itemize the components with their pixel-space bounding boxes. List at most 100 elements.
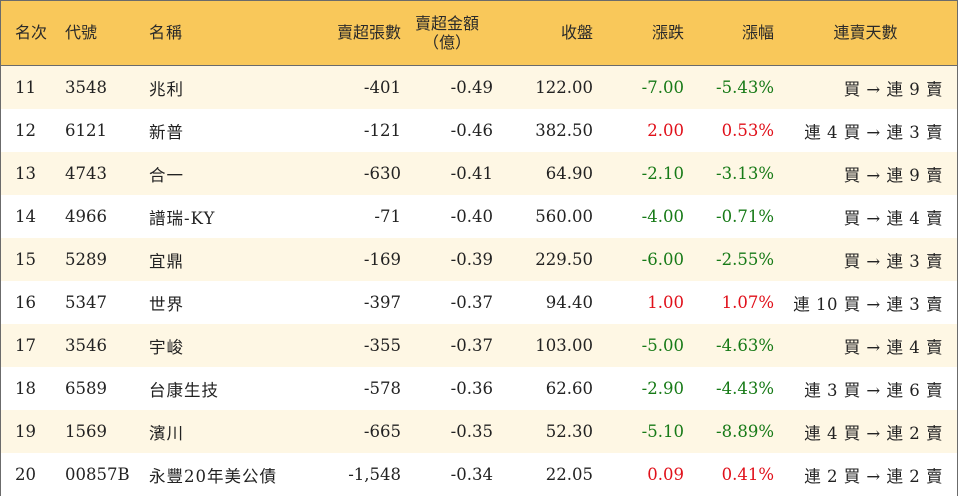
cell-net-sell-lots: -1,548 <box>313 453 401 496</box>
header-name: 名稱 <box>143 1 313 66</box>
table-row: 11 3548 兆利 -401 -0.49 122.00 -7.00 -5.43% 買 → 連 … <box>1 65 957 109</box>
header-net-sell-amount: 賣超金額 （億） <box>401 1 503 66</box>
cell-streak: 連 10 買 → 連 3 賣 <box>774 281 957 324</box>
table-row: 14 4966 譜瑞-KY -71 -0.40 560.00 -4.00 -0.71% 買 → … <box>1 195 957 238</box>
cell-change-pct: -4.63% <box>684 324 774 367</box>
cell-rank: 11 <box>1 65 61 109</box>
table-row: 12 6121 新普 -121 -0.46 382.50 2.00 0.53% 連 4 買 → … <box>1 109 957 152</box>
cell-net-sell-lots: -71 <box>313 195 401 238</box>
cell-streak: 買 → 連 9 賣 <box>774 65 957 109</box>
cell-change: -4.00 <box>593 195 684 238</box>
cell-code: 4743 <box>61 152 143 195</box>
cell-rank: 16 <box>1 281 61 324</box>
cell-close: 229.50 <box>503 238 593 281</box>
cell-change-pct: -3.13% <box>684 152 774 195</box>
cell-code: 3548 <box>61 65 143 109</box>
cell-name: 合一 <box>143 152 313 195</box>
cell-rank: 15 <box>1 238 61 281</box>
header-rank: 名次 <box>1 1 61 66</box>
cell-net-sell-lots: -397 <box>313 281 401 324</box>
table-row: 18 6589 台康生技 -578 -0.36 62.60 -2.90 -4.43% 連 3 買… <box>1 367 957 410</box>
cell-close: 382.50 <box>503 109 593 152</box>
header-row: 名次 代號 名稱 賣超張數 賣超金額 （億） 收盤 漲跌 漲幅 連賣天數 <box>1 1 957 66</box>
cell-code: 6121 <box>61 109 143 152</box>
cell-net-sell-amount: -0.34 <box>401 453 503 496</box>
cell-close: 560.00 <box>503 195 593 238</box>
cell-name: 世界 <box>143 281 313 324</box>
cell-change: -2.10 <box>593 152 684 195</box>
cell-net-sell-amount: -0.40 <box>401 195 503 238</box>
cell-code: 3546 <box>61 324 143 367</box>
cell-change: 1.00 <box>593 281 684 324</box>
cell-streak: 買 → 連 4 賣 <box>774 324 957 367</box>
cell-name: 新普 <box>143 109 313 152</box>
cell-rank: 14 <box>1 195 61 238</box>
cell-change: -5.10 <box>593 410 684 453</box>
cell-change-pct: -8.89% <box>684 410 774 453</box>
cell-close: 122.00 <box>503 65 593 109</box>
cell-streak: 連 4 買 → 連 2 賣 <box>774 410 957 453</box>
cell-change: -5.00 <box>593 324 684 367</box>
cell-net-sell-lots: -578 <box>313 367 401 410</box>
cell-change: 0.09 <box>593 453 684 496</box>
cell-rank: 18 <box>1 367 61 410</box>
table-row: 13 4743 合一 -630 -0.41 64.90 -2.10 -3.13% 買 → 連 9… <box>1 152 957 195</box>
cell-name: 宜鼎 <box>143 238 313 281</box>
table-row: 15 5289 宜鼎 -169 -0.39 229.50 -6.00 -2.55% 買 → 連 … <box>1 238 957 281</box>
cell-net-sell-amount: -0.39 <box>401 238 503 281</box>
header-net-sell-amount-label: 賣超金額 <box>414 13 479 33</box>
cell-change: -7.00 <box>593 65 684 109</box>
cell-rank: 12 <box>1 109 61 152</box>
cell-net-sell-amount: -0.37 <box>401 281 503 324</box>
table-row: 20 00857B 永豐20年美公債 -1,548 -0.34 22.05 0.09 0.41… <box>1 453 957 496</box>
cell-name: 宇峻 <box>143 324 313 367</box>
cell-name: 譜瑞-KY <box>143 195 313 238</box>
cell-close: 64.90 <box>503 152 593 195</box>
cell-close: 52.30 <box>503 410 593 453</box>
table-row: 17 3546 宇峻 -355 -0.37 103.00 -5.00 -4.63% 買 → 連 … <box>1 324 957 367</box>
cell-net-sell-amount: -0.41 <box>401 152 503 195</box>
cell-rank: 13 <box>1 152 61 195</box>
cell-net-sell-lots: -355 <box>313 324 401 367</box>
cell-change-pct: 1.07% <box>684 281 774 324</box>
cell-change-pct: -2.55% <box>684 238 774 281</box>
cell-code: 00857B <box>61 453 143 496</box>
cell-change-pct: -5.43% <box>684 65 774 109</box>
table-row: 19 1569 濱川 -665 -0.35 52.30 -5.10 -8.89% 連 4 買 →… <box>1 410 957 453</box>
cell-rank: 19 <box>1 410 61 453</box>
cell-net-sell-amount: -0.49 <box>401 65 503 109</box>
cell-change-pct: 0.41% <box>684 453 774 496</box>
cell-streak: 連 3 買 → 連 6 賣 <box>774 367 957 410</box>
header-net-sell-lots: 賣超張數 <box>313 1 401 66</box>
cell-net-sell-lots: -401 <box>313 65 401 109</box>
cell-change: -6.00 <box>593 238 684 281</box>
cell-change: -2.90 <box>593 367 684 410</box>
cell-change: 2.00 <box>593 109 684 152</box>
cell-close: 94.40 <box>503 281 593 324</box>
cell-name: 永豐20年美公債 <box>143 453 313 496</box>
header-change-pct: 漲幅 <box>684 1 774 66</box>
cell-streak: 買 → 連 3 賣 <box>774 238 957 281</box>
cell-net-sell-lots: -169 <box>313 238 401 281</box>
header-change: 漲跌 <box>593 1 684 66</box>
cell-code: 4966 <box>61 195 143 238</box>
header-net-sell-amount-unit: （億） <box>422 33 471 52</box>
table-row: 16 5347 世界 -397 -0.37 94.40 1.00 1.07% 連 10 買 → … <box>1 281 957 324</box>
header-code: 代號 <box>61 1 143 66</box>
cell-rank: 17 <box>1 324 61 367</box>
cell-code: 5347 <box>61 281 143 324</box>
cell-net-sell-amount: -0.37 <box>401 324 503 367</box>
cell-change-pct: 0.53% <box>684 109 774 152</box>
cell-net-sell-amount: -0.36 <box>401 367 503 410</box>
cell-code: 6589 <box>61 367 143 410</box>
cell-change-pct: -0.71% <box>684 195 774 238</box>
cell-close: 62.60 <box>503 367 593 410</box>
header-streak: 連賣天數 <box>774 1 957 66</box>
cell-code: 1569 <box>61 410 143 453</box>
cell-close: 103.00 <box>503 324 593 367</box>
cell-change-pct: -4.43% <box>684 367 774 410</box>
cell-streak: 買 → 連 4 賣 <box>774 195 957 238</box>
cell-net-sell-amount: -0.46 <box>401 109 503 152</box>
